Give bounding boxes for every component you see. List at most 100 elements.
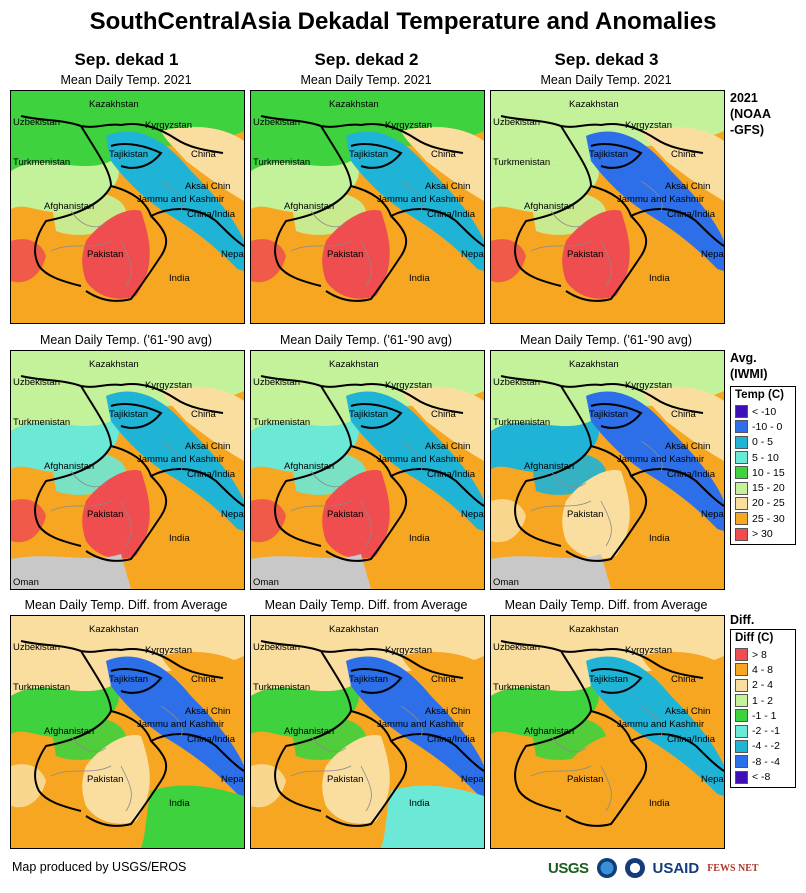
map-label-uzbekistan: Uzbekistan	[493, 642, 540, 653]
map-label-tajikistan: Tajikistan	[349, 674, 388, 685]
legend-swatch	[735, 512, 748, 526]
map-label-pakistan: Pakistan	[87, 509, 123, 520]
zone-tibet	[161, 386, 244, 461]
legend-swatch	[735, 435, 748, 449]
country-border	[514, 385, 593, 547]
zone-india	[381, 260, 484, 323]
country-border	[350, 403, 403, 429]
subtitle-r3-c2: Mean Daily Temp. Diff. from Average	[264, 598, 468, 612]
country-border	[350, 668, 403, 694]
country-border	[20, 115, 224, 154]
country-border	[565, 710, 648, 827]
page-title: SouthCentralAsia Dekadal Temperature and…	[89, 8, 717, 35]
legend-swatch	[735, 770, 748, 784]
map-label-kyrgyzstan: Kyrgyzstan	[385, 380, 432, 391]
map-label-china: China	[431, 149, 457, 160]
row-label-avg: Avg. (IWMI)	[730, 351, 768, 381]
admin-boundary	[550, 735, 587, 753]
map-label-uzbekistan: Uzbekistan	[493, 377, 540, 388]
legend-swatch	[735, 527, 748, 541]
legend-swatch	[735, 739, 748, 753]
map-label-kyrgyzstan: Kyrgyzstan	[625, 645, 672, 656]
map-label-nepal: Nepal	[461, 509, 484, 520]
map-label-kyrgyzstan: Kyrgyzstan	[145, 120, 192, 131]
zone-west	[11, 764, 46, 808]
usgs-logo: USGS	[548, 859, 589, 877]
usaid-seal-icon	[624, 858, 645, 878]
admin-boundary	[360, 765, 372, 812]
map-svg: Kazakhstan Uzbekistan Kyrgyzstan Tajikistan…	[491, 616, 724, 848]
admin-boundary	[360, 240, 372, 287]
admin-boundary	[600, 240, 612, 287]
map-label-kyrgyzstan: Kyrgyzstan	[385, 645, 432, 656]
country-border	[110, 403, 163, 429]
zone-india	[141, 520, 244, 589]
map-label-tajikistan: Tajikistan	[109, 149, 148, 160]
map-label-jammu-kashmir: Jammu and Kashmir	[617, 719, 704, 730]
map-label-aksai-chin: Aksai Chin	[185, 441, 230, 452]
country-border	[500, 375, 704, 414]
map-label-india: India	[169, 798, 190, 809]
admin-boundary	[640, 440, 663, 472]
column-header-dekad-3: Sep. dekad 3	[554, 50, 659, 69]
diff-legend-item: < -8	[735, 769, 791, 784]
map-label-aksai-chin: Aksai Chin	[185, 181, 230, 192]
map-label-uzbekistan: Uzbekistan	[253, 117, 300, 128]
admin-boundary	[120, 240, 132, 287]
map-label-nepal: Nepal	[701, 509, 724, 520]
subtitle-r2-c3: Mean Daily Temp. ('61-'90 avg)	[520, 333, 692, 347]
map-label-tajikistan: Tajikistan	[589, 409, 628, 420]
diff-legend-item: 2 - 4	[735, 678, 791, 693]
map-label-india: India	[409, 533, 430, 544]
country-border	[150, 208, 244, 247]
admin-boundary	[310, 470, 347, 488]
map-label-tajikistan: Tajikistan	[349, 409, 388, 420]
country-border	[85, 710, 168, 827]
country-border	[34, 650, 113, 812]
country-border	[34, 385, 113, 547]
map-panel-r1-c3: Kazakhstan Uzbekistan Kyrgyzstan Tajikistan…	[490, 90, 725, 324]
map-label-turkmenistan: Turkmenistan	[493, 417, 550, 428]
map-label-india: India	[409, 273, 430, 284]
map-svg: Kazakhstan Uzbekistan Kyrgyzstan Tajikistan…	[11, 616, 244, 848]
map-label-nepal: Nepal	[221, 774, 244, 785]
map-label-turkmenistan: Turkmenistan	[493, 157, 550, 168]
zone-north	[491, 91, 724, 171]
zone-core	[322, 210, 390, 299]
country-border	[20, 640, 224, 679]
map-label-india: India	[649, 533, 670, 544]
subtitle-r2-c1: Mean Daily Temp. ('61-'90 avg)	[40, 333, 212, 347]
map-label-afghanistan: Afghanistan	[44, 726, 94, 737]
map-svg: Kazakhstan Uzbekistan Kyrgyzstan Tajikistan…	[491, 91, 724, 323]
zone-north	[491, 351, 724, 431]
diff-legend-item: -2 - -1	[735, 723, 791, 738]
map-label-afghanistan: Afghanistan	[524, 461, 574, 472]
zone-north	[251, 351, 484, 431]
usaid-logo: USAID	[652, 859, 700, 877]
map-label-afghanistan: Afghanistan	[524, 726, 574, 737]
country-border	[260, 640, 464, 679]
map-label-kazakhstan: Kazakhstan	[89, 99, 139, 110]
map-label-afghanistan: Afghanistan	[44, 461, 94, 472]
admin-boundary	[120, 765, 132, 812]
map-label-aksai-chin: Aksai Chin	[425, 706, 470, 717]
legend-swatch	[735, 663, 748, 677]
subtitle-r3-c1: Mean Daily Temp. Diff. from Average	[24, 598, 228, 612]
legend-swatch	[735, 709, 748, 723]
map-svg: Kazakhstan Uzbekistan Kyrgyzstan Tajikistan…	[491, 351, 724, 589]
map-label-india: India	[169, 533, 190, 544]
map-label-aksai-chin: Aksai Chin	[425, 181, 470, 192]
row-label-diff: Diff.	[730, 613, 755, 627]
zone-north	[11, 91, 244, 171]
map-label-nepal: Nepal	[701, 249, 724, 260]
map-label-china-india: China/India	[427, 209, 476, 220]
legend-swatch	[735, 405, 748, 419]
map-label-china: China	[671, 674, 697, 685]
map-label-kazakhstan: Kazakhstan	[89, 624, 139, 635]
map-label-pakistan: Pakistan	[327, 774, 363, 785]
legend-swatch	[735, 724, 748, 738]
diff-legend-item: -8 - -4	[735, 754, 791, 769]
map-label-pakistan: Pakistan	[567, 249, 603, 260]
country-border	[34, 125, 113, 287]
noaa-logo-icon	[596, 858, 617, 878]
